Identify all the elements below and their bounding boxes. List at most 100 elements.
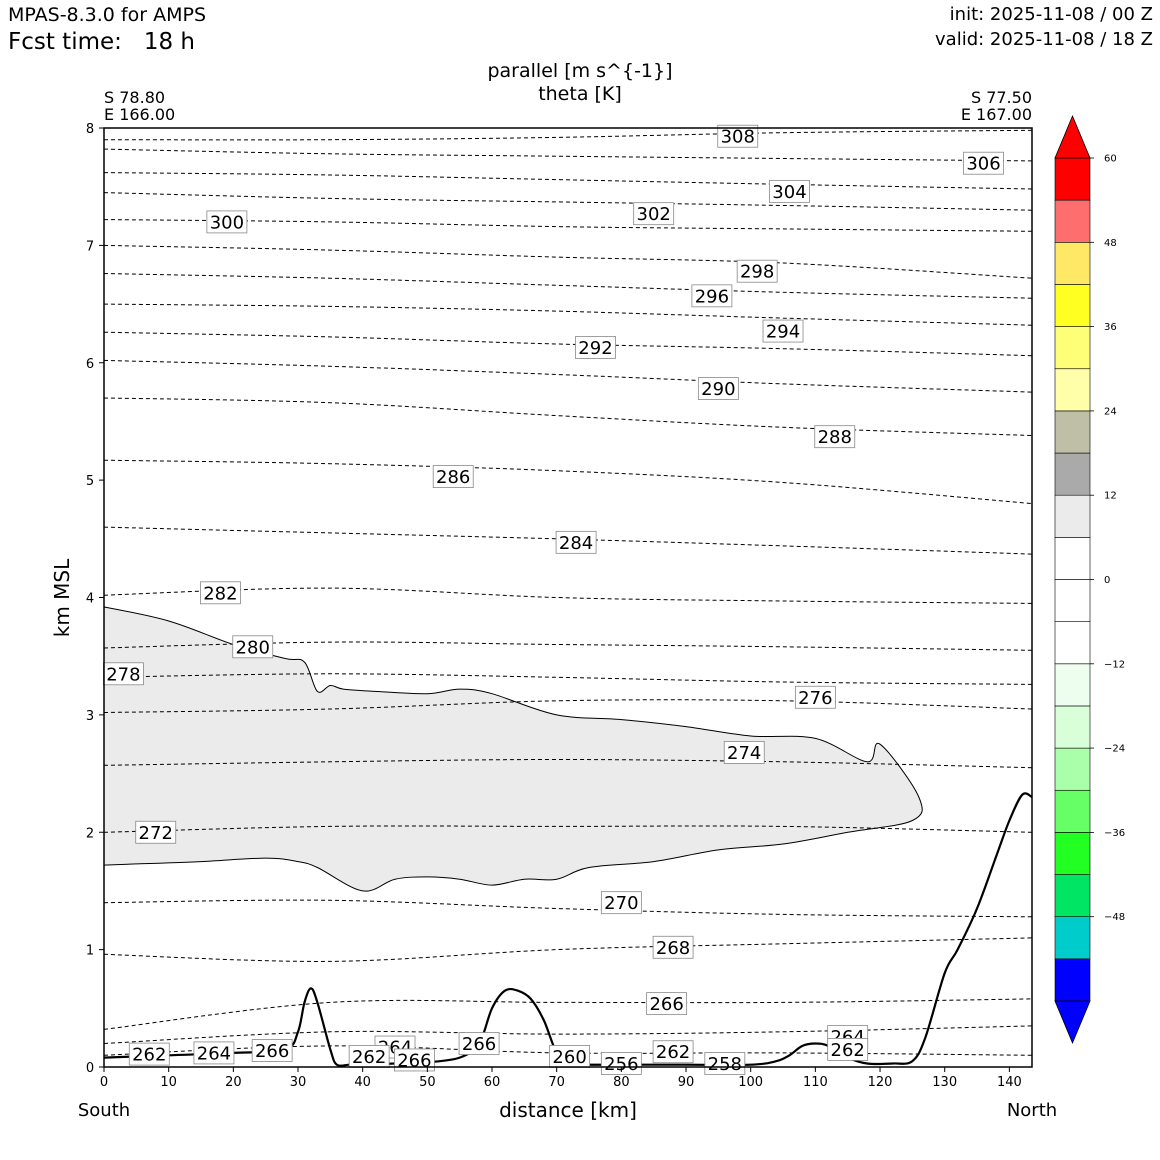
y-tick-label: 6 — [86, 357, 94, 372]
colorbar-bin — [1054, 705, 1091, 749]
right-corner-lon: E 167.00 — [960, 105, 1032, 124]
theta-label-box — [646, 992, 688, 1016]
theta-label-box — [652, 1040, 694, 1064]
theta-contour-272 — [103, 825, 1033, 833]
colorbar-bin — [1054, 958, 1091, 1002]
colorbar-tick-label: 36 — [1104, 322, 1117, 333]
x-tick-label: 60 — [484, 1075, 501, 1090]
theta-label: 270 — [604, 893, 638, 914]
theta-label-box — [200, 581, 241, 605]
theta-label-box — [600, 891, 642, 915]
theta-contour-282 — [103, 587, 1033, 604]
theta-contour-304 — [103, 172, 1033, 190]
theta-contour-284 — [103, 526, 1033, 555]
theta-label: 260 — [552, 1047, 586, 1068]
theta-contour-286 — [103, 459, 1033, 505]
y-tick-label: 3 — [86, 709, 94, 724]
theta-label: 296 — [695, 286, 729, 307]
x-tick-label: 90 — [678, 1075, 695, 1090]
theta-label: 262 — [132, 1045, 166, 1066]
theta-label-box — [691, 284, 733, 308]
x-tick-label: 0 — [100, 1075, 108, 1090]
colorbar-bin — [1054, 832, 1091, 875]
colorbar-under-arrow — [1054, 1000, 1091, 1045]
theta-label-box — [827, 1037, 869, 1061]
theta-contour-290 — [103, 359, 1033, 393]
theta-label-box — [717, 124, 759, 148]
fcst-label: Fcst time: — [8, 29, 122, 55]
colorbar-bin — [1054, 621, 1091, 665]
theta-label-box — [432, 465, 474, 489]
theta-contour-274 — [103, 758, 1033, 769]
x-tick-label: 50 — [419, 1075, 436, 1090]
model-name: MPAS-8.3.0 for AMPS — [8, 4, 207, 26]
y-tick-label: 4 — [86, 592, 94, 607]
theta-label: 266 — [649, 994, 683, 1015]
theta-contour-278 — [103, 673, 1033, 685]
colorbar-bin — [1054, 242, 1091, 285]
south-label: South — [77, 1100, 131, 1121]
theta-contour-270 — [103, 899, 1033, 918]
theta-label-box — [135, 820, 177, 844]
x-tick-label: 140 — [997, 1075, 1022, 1090]
init-time: init: 2025-11-08 / 00 Z — [949, 4, 1153, 25]
theta-label: 292 — [578, 338, 612, 359]
theta-contour-288 — [103, 397, 1033, 436]
theta-label: 298 — [740, 262, 774, 283]
y-tick-label: 5 — [86, 474, 94, 489]
colorbar-bin — [1054, 747, 1091, 791]
colorbar-tick-label: −36 — [1104, 828, 1125, 839]
theta-label-box — [723, 741, 765, 764]
chart-title-line-1: parallel [m s^{-1}] — [487, 60, 673, 82]
y-tick-label: 0 — [86, 1061, 94, 1076]
colorbar-bin — [1054, 494, 1091, 538]
theta-label: 288 — [818, 427, 852, 448]
theta-label: 266 — [255, 1041, 289, 1062]
theta-contour-300 — [103, 219, 1033, 232]
theta-label-box — [963, 151, 1004, 175]
colorbar-bin — [1054, 410, 1091, 454]
theta-contour-302 — [103, 192, 1033, 211]
theta-label: 286 — [436, 467, 470, 488]
colorbar-tick-label: −48 — [1104, 912, 1125, 923]
theta-label-box — [206, 210, 248, 234]
x-tick-label: 80 — [613, 1075, 630, 1090]
theta-label: 282 — [203, 583, 237, 604]
x-tick-label: 40 — [354, 1075, 371, 1090]
theta-label: 276 — [798, 688, 832, 709]
x-tick-label: 110 — [803, 1075, 828, 1090]
theta-contour-264 — [103, 1025, 1033, 1044]
theta-label-box — [394, 1048, 435, 1072]
colorbar-tick-label: −12 — [1104, 659, 1125, 670]
colorbar-bin — [1054, 916, 1091, 960]
colorbar-over-arrow — [1054, 114, 1091, 159]
plot-axes: 0 10 20 30 40 50 60 70 80 90 100 110 120 130 140 0 1 2 3 4 5… — [86, 122, 1033, 1090]
theta-label: 256 — [604, 1054, 638, 1075]
theta-label: 278 — [106, 664, 140, 685]
valid-time: valid: 2025-11-08 / 18 Z — [935, 29, 1153, 50]
colorbar-tick-label: 48 — [1104, 238, 1117, 249]
theta-label: 258 — [708, 1054, 742, 1075]
theta-label: 306 — [966, 154, 1000, 175]
theta-contour-labels: 308 306 304 302 300 298 296 294 292 290 288 286 284 2… — [103, 124, 1004, 1075]
colorbar: −48 −36 −24 −12 0 12 24 36 48 60 — [1054, 114, 1125, 1045]
theta-label-box — [762, 319, 804, 343]
theta-label: 262 — [352, 1047, 386, 1068]
theta-label-box — [600, 1052, 642, 1075]
theta-label: 284 — [559, 533, 593, 554]
shaded-region-outline — [103, 606, 923, 892]
colorbar-bin — [1054, 368, 1091, 412]
theta-label: 308 — [721, 127, 755, 148]
x-tick-label: 20 — [225, 1075, 242, 1090]
left-corner-lat: S 78.80 — [104, 88, 166, 107]
colorbar-bin — [1054, 326, 1091, 370]
colorbar-tick-label: 60 — [1104, 154, 1117, 165]
theta-contour-298 — [103, 244, 1033, 279]
x-tick-label: 100 — [738, 1075, 763, 1090]
left-corner-lon: E 166.00 — [104, 105, 176, 124]
theta-label-box — [458, 1032, 500, 1055]
theta-label-box — [769, 179, 810, 203]
colorbar-bin — [1054, 874, 1091, 917]
theta-label: 262 — [656, 1042, 690, 1063]
theta-label-box — [704, 1052, 746, 1075]
